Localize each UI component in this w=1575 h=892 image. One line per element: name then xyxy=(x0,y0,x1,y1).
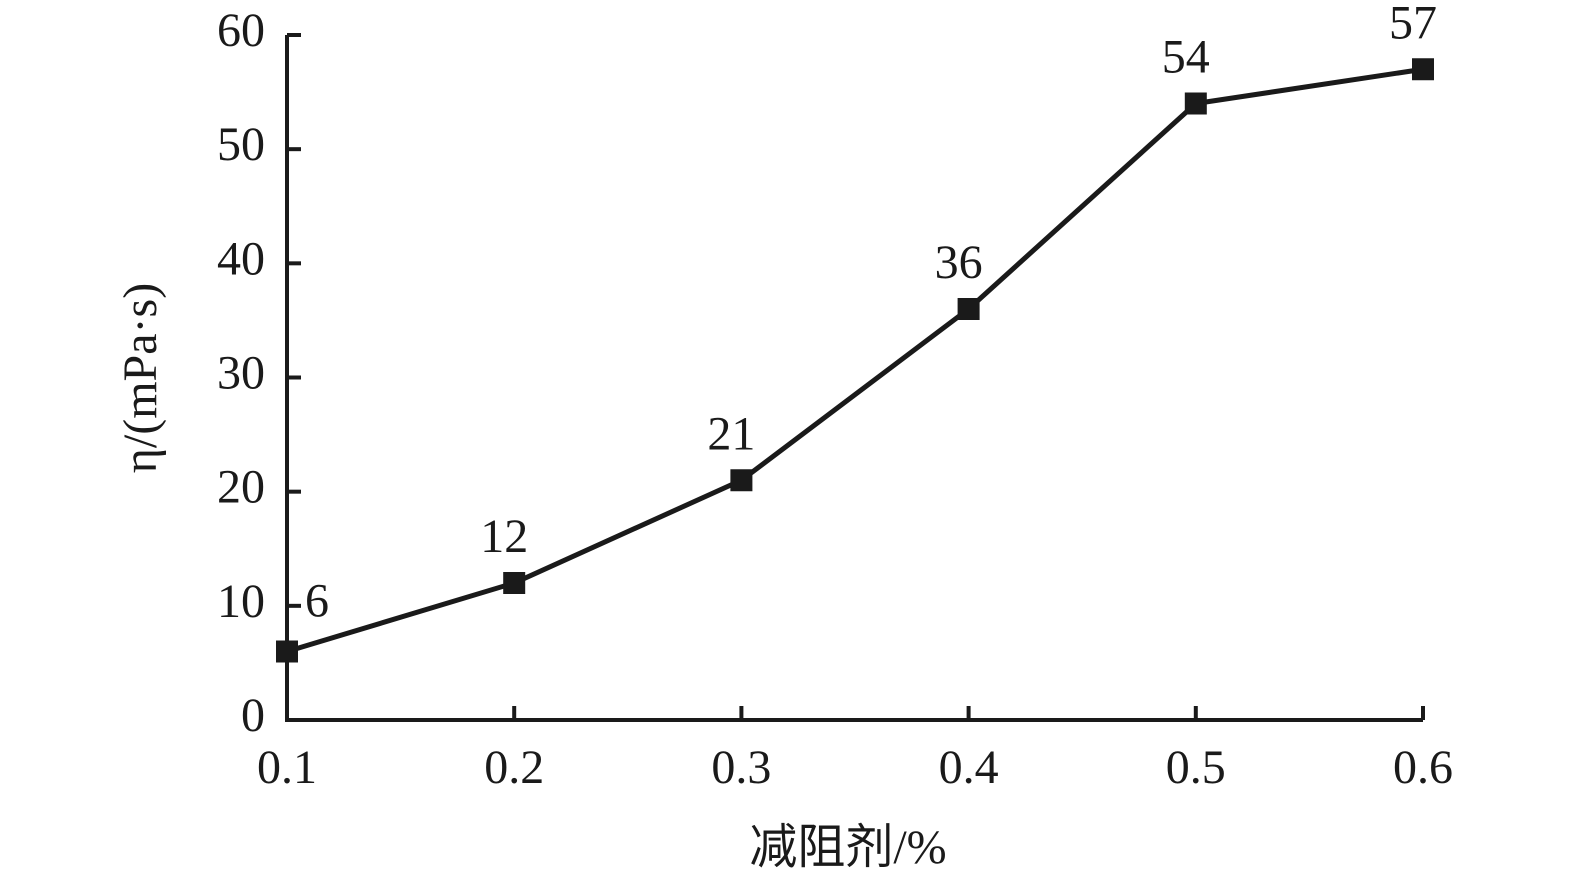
y-tick-label: 60 xyxy=(217,4,265,57)
y-tick-label: 10 xyxy=(217,575,265,628)
data-label: 36 xyxy=(935,236,983,289)
x-tick-label: 0.4 xyxy=(939,741,999,794)
marker xyxy=(1184,92,1207,115)
y-tick-label: 40 xyxy=(217,232,265,285)
data-label: 57 xyxy=(1389,0,1437,49)
x-axis-label: 减阻剂/% xyxy=(749,821,946,874)
data-label: 12 xyxy=(480,510,528,563)
y-tick-label: 30 xyxy=(217,347,265,400)
y-tick-label: 0 xyxy=(241,689,265,742)
x-tick-label: 0.1 xyxy=(257,741,317,794)
data-label: 54 xyxy=(1162,31,1210,84)
data-label: 21 xyxy=(707,407,755,460)
x-tick-label: 0.3 xyxy=(711,741,771,794)
marker xyxy=(730,469,753,492)
x-tick-label: 0.6 xyxy=(1393,741,1453,794)
marker xyxy=(503,572,526,594)
marker xyxy=(957,298,980,320)
marker xyxy=(1412,58,1434,81)
data-label: 6 xyxy=(305,575,329,628)
y-tick-label: 50 xyxy=(217,118,265,171)
y-tick-label: 20 xyxy=(217,461,265,514)
marker xyxy=(276,640,298,663)
y-axis-label: η/(mPa·s) xyxy=(114,283,167,473)
line xyxy=(286,66,1424,654)
x-tick-label: 0.5 xyxy=(1166,741,1226,794)
x-tick-label: 0.2 xyxy=(484,741,544,794)
